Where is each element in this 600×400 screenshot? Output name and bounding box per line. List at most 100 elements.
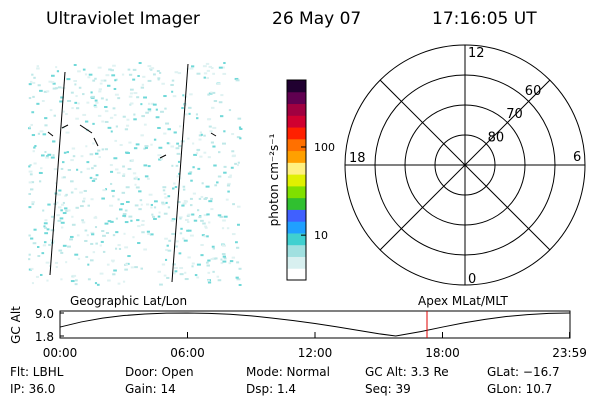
pixel [198, 197, 202, 200]
pixel [28, 206, 32, 209]
pixel [32, 150, 35, 153]
pixel [62, 244, 67, 247]
pixel [96, 283, 100, 286]
color-step [287, 115, 306, 128]
pixel [205, 62, 210, 65]
pixel [53, 114, 56, 117]
pixel [28, 234, 31, 237]
pixel [171, 218, 176, 221]
pixel [223, 130, 226, 133]
pixel [88, 73, 93, 76]
pixel [167, 195, 171, 198]
pixel [118, 247, 122, 250]
pixel [121, 191, 126, 194]
pixel [42, 209, 45, 212]
pixel [102, 234, 106, 237]
pixel [230, 166, 234, 169]
info-field: Mode: Normal [246, 365, 330, 379]
pixel [150, 203, 153, 206]
pixel [65, 131, 70, 134]
pixel [201, 234, 205, 237]
pixel [56, 214, 60, 217]
pixel [216, 275, 220, 278]
pixel [226, 227, 230, 230]
x-tick-label: 23:59 [552, 346, 587, 360]
pixel [185, 113, 188, 116]
pixel [182, 202, 187, 205]
pixel [122, 280, 126, 283]
pixel [115, 168, 119, 171]
pixel [140, 86, 145, 89]
pixel [128, 215, 133, 218]
pixel [82, 200, 86, 203]
pixel [97, 66, 102, 69]
x-tick-label: 12:00 [298, 346, 333, 360]
pixel [30, 188, 34, 191]
pixel [94, 99, 98, 102]
title: Ultraviolet Imager [46, 9, 200, 29]
pixel [137, 74, 140, 77]
pixel [124, 209, 128, 212]
pixel [128, 141, 132, 144]
pixel [178, 252, 182, 255]
pixel [84, 73, 88, 76]
pixel [61, 161, 65, 164]
pixel [29, 163, 32, 166]
pixel [91, 95, 95, 98]
lat-label: 80 [488, 131, 505, 146]
x-tick-label: 06:00 [170, 346, 205, 360]
pixel [192, 142, 195, 145]
pixel [137, 225, 141, 228]
pixel [203, 134, 206, 137]
pixel [110, 182, 113, 185]
pixel [235, 246, 240, 249]
pixel [89, 176, 93, 179]
pixel [172, 187, 175, 190]
pixel [201, 182, 204, 185]
pixel [136, 219, 140, 222]
pixel [120, 203, 125, 206]
pixel [193, 219, 198, 222]
coastline [47, 124, 217, 159]
pixel [204, 226, 208, 229]
pixel [102, 189, 106, 192]
pixel [138, 190, 142, 193]
pixel [91, 233, 95, 236]
pixel [132, 236, 135, 239]
pixel [218, 66, 223, 69]
pixel [102, 250, 106, 253]
pixel [216, 181, 219, 184]
pixel [61, 226, 64, 229]
pixel [44, 219, 48, 222]
pixel [206, 235, 209, 238]
pixel [209, 130, 213, 133]
pixel [171, 232, 176, 235]
pixel [196, 263, 201, 266]
pixel [207, 93, 210, 96]
pixel [163, 212, 168, 215]
pixel [174, 270, 178, 273]
pixel [172, 95, 177, 98]
pixel [124, 221, 129, 224]
pixel [58, 249, 63, 252]
pixel [28, 193, 32, 196]
pixel [214, 184, 218, 187]
pixel [232, 203, 235, 206]
pixel [190, 179, 193, 182]
pixel [189, 67, 194, 70]
pixel [106, 84, 111, 87]
pixel [164, 237, 168, 240]
pixel [109, 204, 114, 207]
pixel [79, 191, 83, 194]
pixel [73, 63, 77, 66]
pixel [66, 151, 69, 154]
pixel [198, 134, 202, 137]
pixel [69, 235, 74, 238]
pixel [179, 232, 183, 235]
color-step [287, 256, 306, 269]
pixel [166, 276, 170, 279]
pixel [222, 253, 226, 256]
pixel [144, 145, 149, 148]
pixel [32, 81, 36, 84]
pixel [208, 221, 211, 224]
